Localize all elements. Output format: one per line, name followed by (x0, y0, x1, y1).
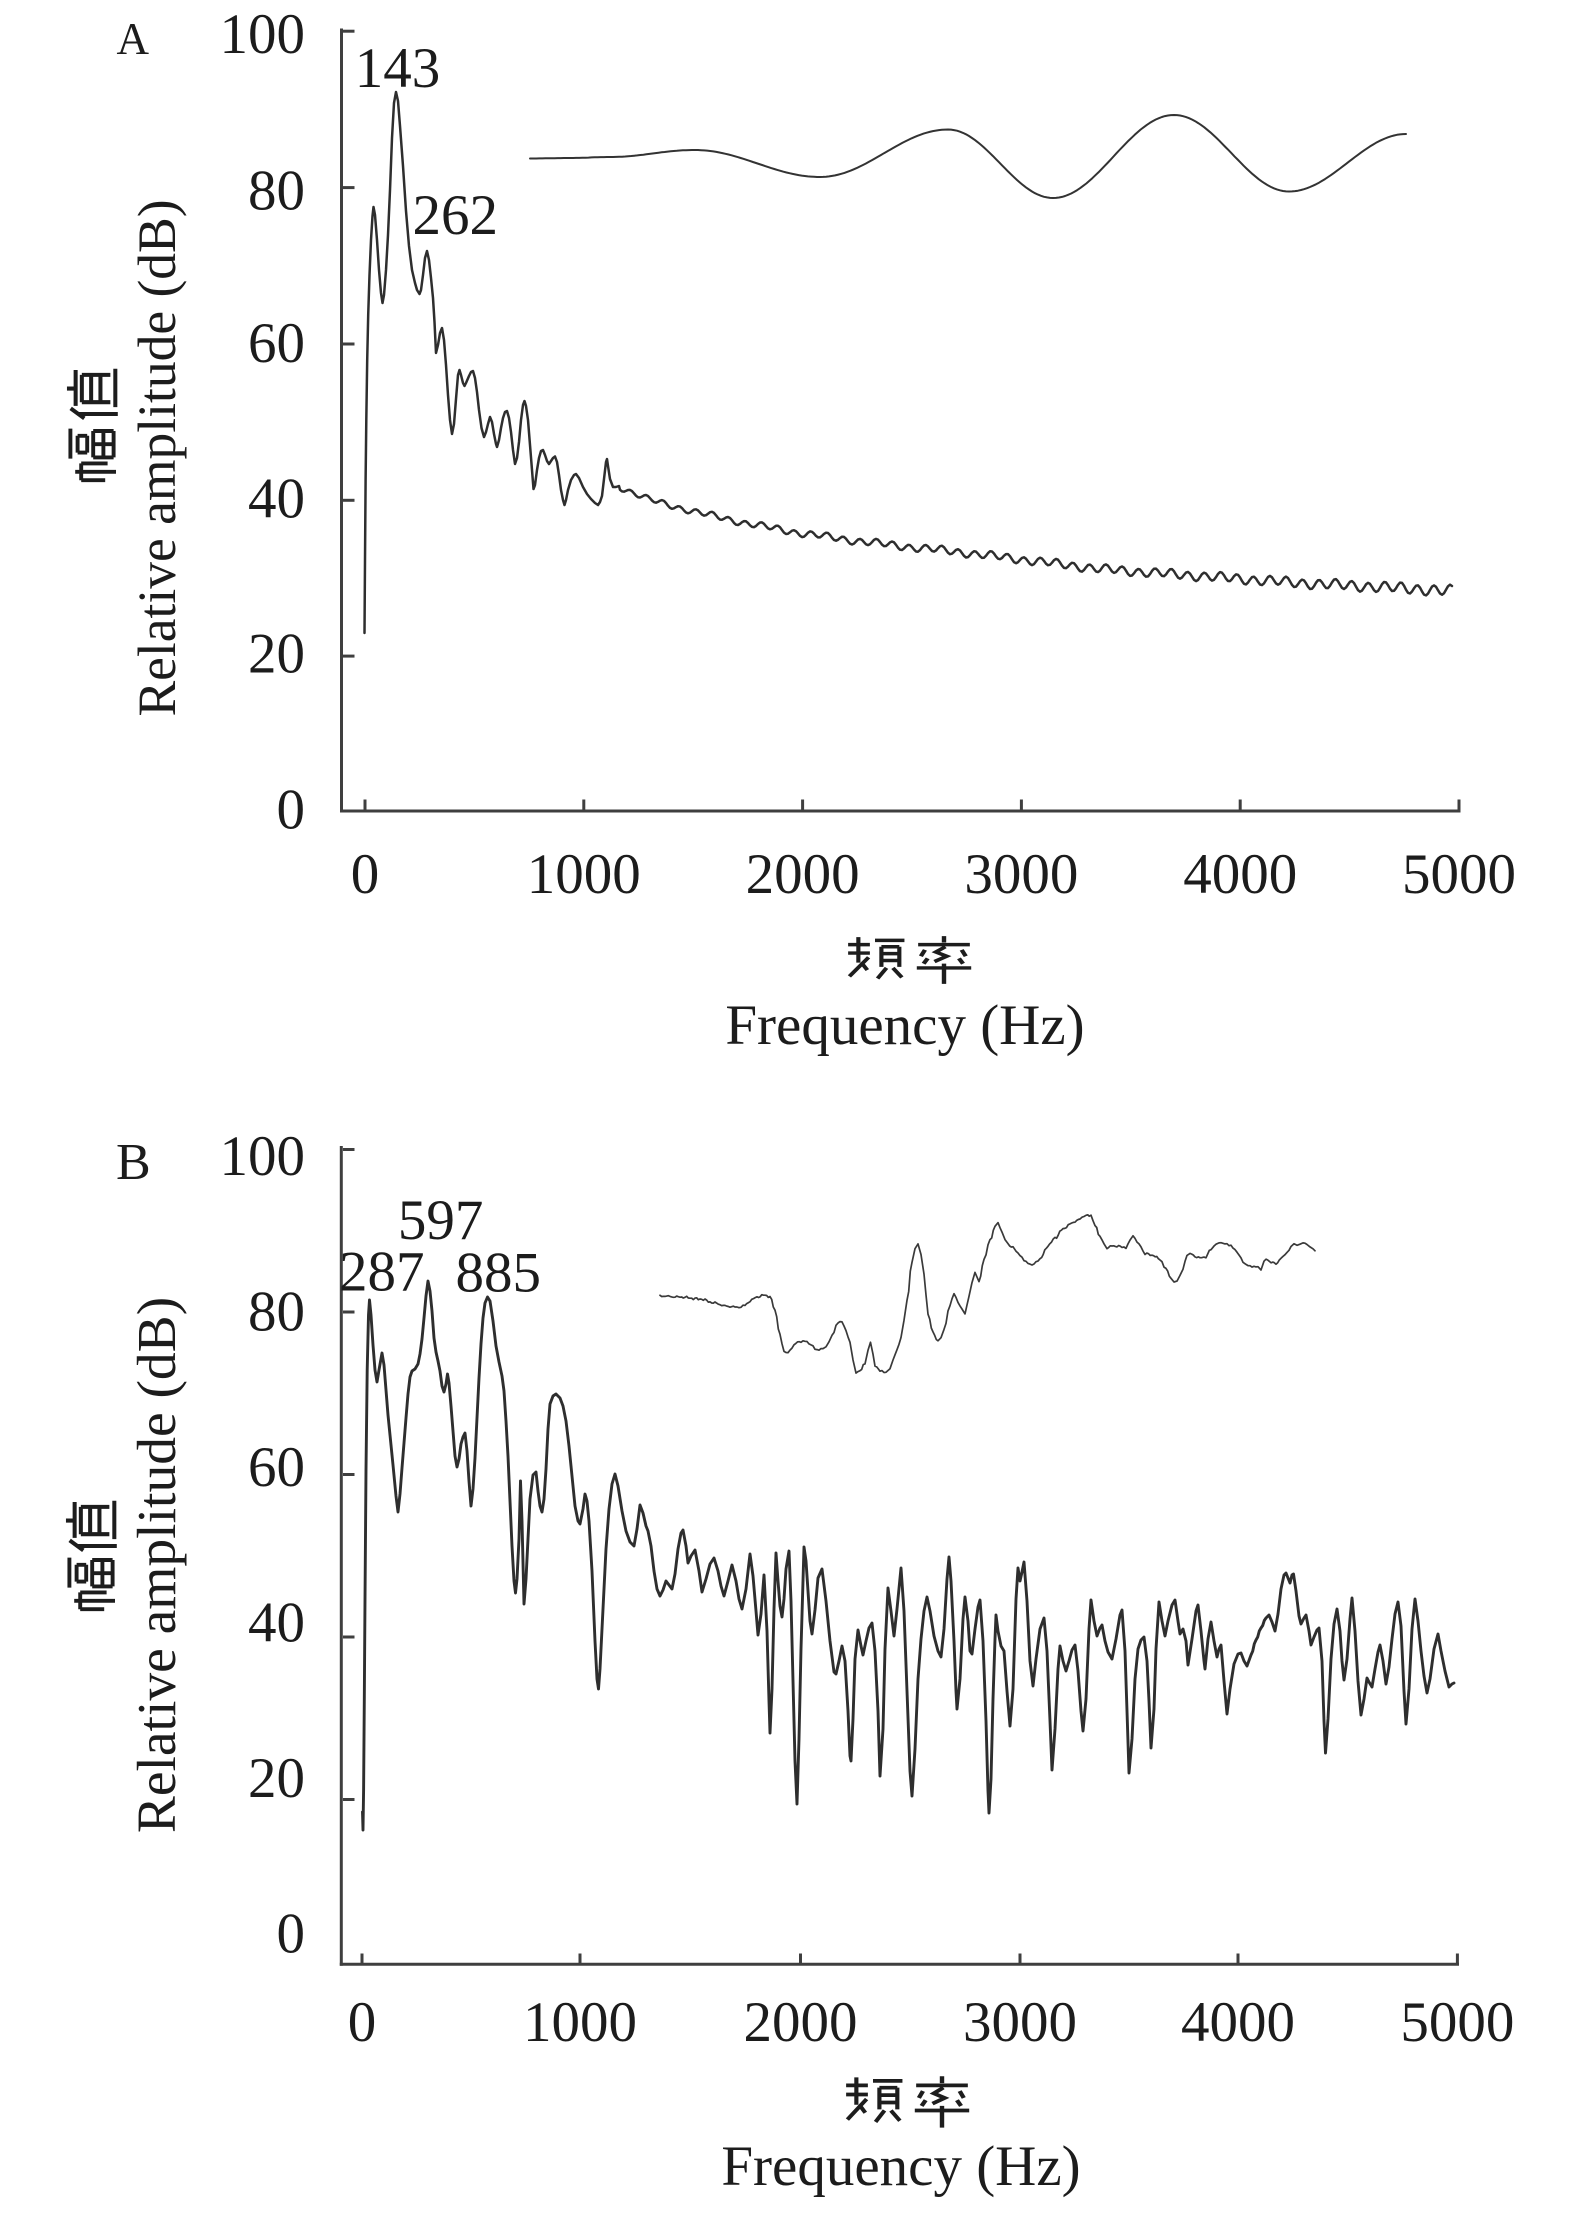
svg-text:Relative amplitude (dB): Relative amplitude (dB) (127, 1297, 188, 1833)
svg-text:80: 80 (248, 1281, 305, 1344)
svg-text:100: 100 (220, 1125, 306, 1188)
svg-text:0: 0 (277, 1903, 306, 1966)
svg-text:4000: 4000 (1183, 843, 1297, 906)
svg-text:2000: 2000 (744, 1991, 858, 2054)
svg-text:Frequency (Hz): Frequency (Hz) (725, 994, 1084, 1057)
svg-text:40: 40 (248, 1592, 305, 1655)
svg-text:Relative amplitude (dB): Relative amplitude (dB) (127, 199, 187, 716)
svg-text:1000: 1000 (523, 1991, 637, 2054)
svg-text:2000: 2000 (746, 843, 860, 906)
svg-text:100: 100 (220, 3, 306, 66)
svg-text:A: A (117, 14, 150, 64)
svg-text:287: 287 (339, 1241, 425, 1304)
svg-text:Frequency (Hz): Frequency (Hz) (721, 2135, 1080, 2198)
svg-text:5000: 5000 (1400, 1991, 1514, 2054)
svg-text:0: 0 (348, 1991, 377, 2054)
svg-text:3000: 3000 (963, 1991, 1077, 2054)
svg-text:60: 60 (248, 312, 305, 375)
svg-text:20: 20 (248, 623, 305, 686)
svg-text:20: 20 (248, 1747, 305, 1810)
svg-text:B: B (116, 1134, 151, 1191)
svg-text:0: 0 (277, 779, 306, 842)
svg-text:885: 885 (456, 1242, 542, 1305)
svg-text:3000: 3000 (964, 843, 1078, 906)
svg-text:80: 80 (248, 160, 305, 223)
svg-text:1000: 1000 (527, 843, 641, 906)
svg-text:4000: 4000 (1181, 1991, 1295, 2054)
svg-text:262: 262 (413, 184, 499, 247)
svg-text:143: 143 (355, 37, 441, 100)
svg-text:0: 0 (351, 843, 380, 906)
svg-text:40: 40 (248, 468, 305, 531)
svg-text:597: 597 (398, 1189, 484, 1252)
svg-text:60: 60 (248, 1436, 305, 1499)
svg-text:5000: 5000 (1402, 843, 1516, 906)
